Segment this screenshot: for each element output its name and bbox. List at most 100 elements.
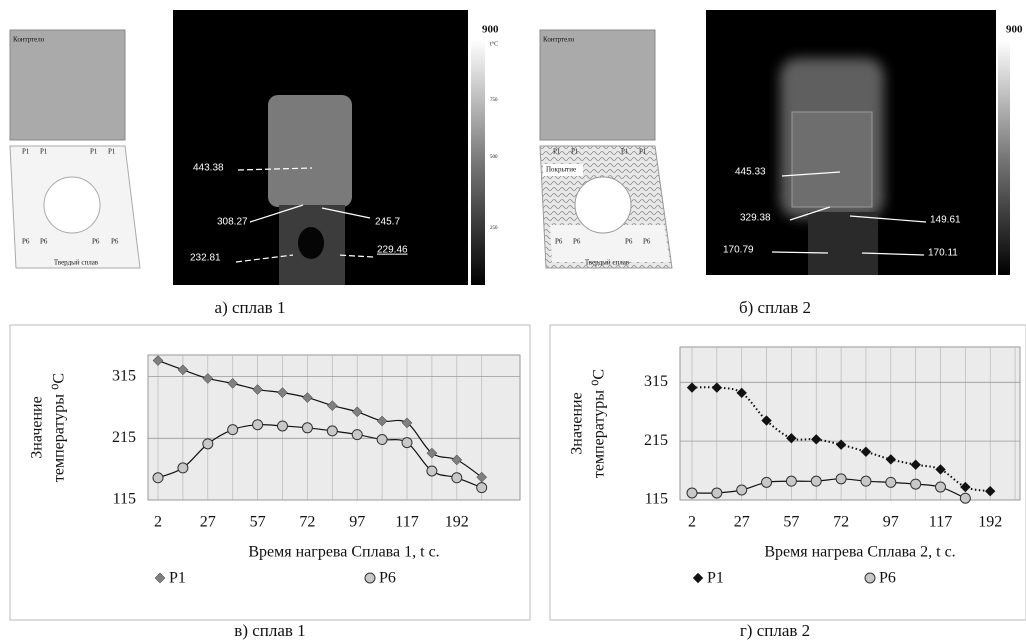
specimen-lower-zone: [808, 212, 878, 275]
data-point: [228, 425, 238, 435]
schematic-1: Контртело P1 P1 P1 P1 P6 P6 P6 P6 Тверды…: [10, 30, 140, 268]
thermal-image-1: 443.38 308.27 245.7 232.81 229.46 900 t°…: [173, 10, 499, 285]
body: Контртело P1 P1 P1 P1 P6 P6 P6 P6 Тверды…: [0, 0, 1026, 642]
substrate-label: Твердый сплав: [585, 259, 630, 267]
y-axis-title: Значение: [569, 392, 586, 454]
p1-label: P1: [639, 148, 647, 156]
hole: [44, 177, 100, 233]
data-point: [886, 477, 896, 487]
data-point: [452, 473, 462, 483]
data-point: [178, 463, 188, 473]
data-point: [762, 477, 772, 487]
data-point: [477, 483, 487, 493]
color-scale: [998, 40, 1010, 275]
legend-label: P1: [707, 570, 724, 587]
specimen-hot-zone: [792, 112, 872, 207]
temperature-reading: 308.27: [217, 217, 248, 228]
x-tick-label: 27: [200, 514, 216, 531]
caption: в) сплав 1: [234, 621, 305, 640]
p1-label: P1: [22, 148, 30, 156]
p1-label: P1: [40, 148, 48, 156]
specimen-hot-zone: [268, 95, 352, 207]
schematic-2: Контртело Покрытие P1 P1 P1 P1 P6 P6 P6 …: [540, 30, 672, 268]
scale-unit: t°C: [490, 40, 498, 47]
x-tick-label: 72: [299, 514, 315, 531]
x-tick-label: 97: [349, 514, 365, 531]
coating-label: Покрытие: [546, 166, 576, 174]
counterbody-label: Контртело: [543, 36, 575, 44]
p1-label: P1: [108, 148, 116, 156]
scale-max: 900: [1006, 24, 1023, 36]
thermal-image-2: 445.33 329.38 149.61 170.79 170.11 900: [706, 10, 1023, 275]
p6-label: P6: [92, 238, 100, 246]
hole: [298, 227, 324, 259]
x-tick-label: 117: [929, 514, 952, 531]
temperature-reading: 232.81: [190, 253, 221, 264]
y-tick-label: 315: [644, 373, 668, 390]
page: Figure {"schematic_1": {"counterbody": "…: [0, 0, 1026, 642]
data-point: [836, 474, 846, 484]
x-tick-label: 27: [734, 514, 750, 531]
legend-label: P6: [879, 570, 896, 587]
p6-label: P6: [22, 238, 30, 246]
x-tick-label: 57: [783, 514, 799, 531]
plot-area: [680, 347, 1020, 500]
y-axis-title: температуры ⁰С: [51, 373, 68, 482]
caption: б) сплав 2: [739, 298, 811, 317]
temperature-reading: 443.38: [193, 163, 224, 174]
counterbody-block: [540, 30, 655, 140]
y-tick-label: 315: [112, 367, 136, 384]
substrate-label: Твердый сплав: [54, 259, 99, 267]
data-point: [861, 476, 871, 486]
data-point: [377, 435, 387, 445]
y-axis-title: Значение: [29, 396, 46, 458]
temperature-reading: 149.61: [930, 215, 961, 226]
temperature-reading: 329.38: [740, 213, 771, 224]
p6-label: P6: [573, 238, 581, 246]
y-tick-label: 115: [645, 491, 668, 508]
temperature-reading: 245.7: [375, 217, 400, 228]
counterbody-block: [10, 30, 125, 140]
data-point: [737, 485, 747, 495]
data-point: [302, 423, 312, 433]
scale-tick: 250: [490, 226, 498, 231]
p6-label: P6: [625, 238, 633, 246]
data-point: [352, 430, 362, 440]
caption: а) сплав 1: [215, 298, 286, 317]
temperature-reading: 170.79: [723, 245, 754, 256]
x-tick-label: 2: [154, 514, 162, 531]
x-tick-label: 192: [978, 514, 1002, 531]
p6-label: P6: [111, 238, 119, 246]
data-point: [786, 476, 796, 486]
scale-tick: 500: [490, 155, 498, 160]
legend-marker: [365, 573, 375, 583]
temperature-reading: 445.33: [735, 167, 766, 178]
data-point: [712, 488, 722, 498]
data-point: [327, 426, 337, 436]
x-axis-title: Время нагрева Сплава 2, t с.: [764, 544, 955, 561]
x-tick-label: 72: [833, 514, 849, 531]
data-point: [687, 488, 697, 498]
p1-label: P1: [90, 148, 98, 156]
x-tick-label: 57: [250, 514, 266, 531]
y-tick-label: 215: [644, 432, 668, 449]
legend-label: P6: [379, 570, 396, 587]
y-axis-title: температуры ⁰С: [591, 369, 608, 478]
hole: [575, 177, 631, 233]
data-point: [203, 439, 213, 449]
data-point: [253, 420, 263, 430]
p1-label: P1: [621, 148, 629, 156]
figure: Контртело P1 P1 P1 P1 P6 P6 P6 P6 Тверды…: [0, 0, 1026, 642]
data-point: [153, 473, 163, 483]
scale-max: 900: [482, 24, 499, 36]
data-point: [278, 421, 288, 431]
x-tick-label: 2: [688, 514, 696, 531]
color-scale: [471, 40, 485, 285]
p1-label: P1: [571, 148, 579, 156]
temperature-reading: 170.11: [928, 248, 958, 259]
caption: г) сплав 2: [740, 621, 810, 640]
data-point: [402, 438, 412, 448]
temperature-reading: 229.46: [377, 245, 408, 256]
counterbody-label: Контртело: [13, 36, 45, 44]
legend-label: P1: [169, 570, 186, 587]
